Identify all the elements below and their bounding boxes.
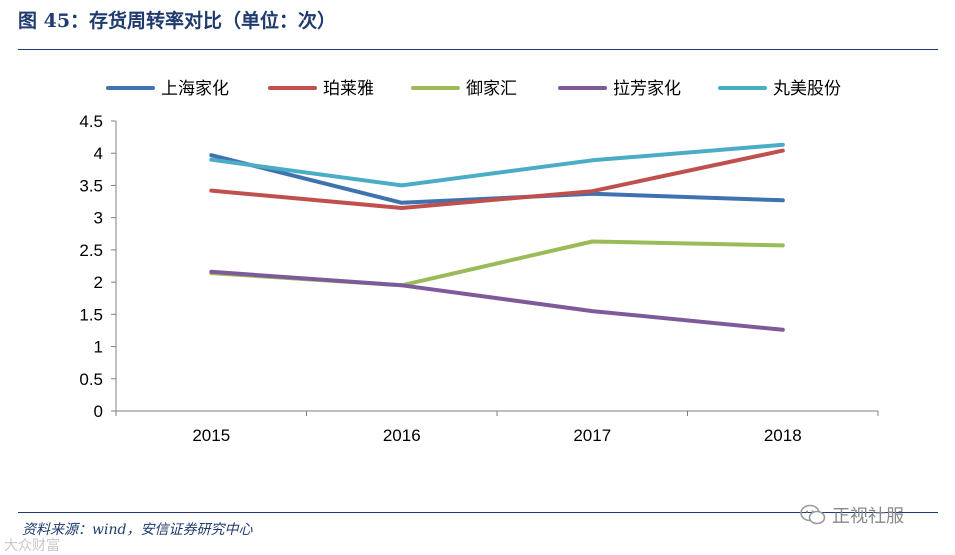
- source-note: 资料来源：wind，安信证券研究中心: [22, 522, 253, 538]
- series-line: [209, 142, 785, 188]
- chart-axes: 0 0.5 1 1.5 2 2.5 3 3.5 4 4.5 2015 2016 2017 2018: [79, 112, 879, 445]
- wechat-icon: [800, 504, 826, 525]
- y-tick-label: 2.5: [79, 241, 103, 260]
- y-tick-label: 4: [94, 144, 103, 163]
- corner-watermark: 大众财富: [4, 538, 60, 554]
- legend-label: 御家汇: [466, 79, 517, 99]
- legend-label: 上海家化: [161, 79, 229, 99]
- chart-legend: 上海家化 珀莱雅 御家汇 拉芳家化 丸美股份: [106, 79, 841, 99]
- y-tick-label: 1: [94, 338, 103, 357]
- figure-title: 图 45：存货周转率对比（单位：次）: [18, 10, 337, 32]
- y-tick-label: 3.5: [79, 176, 103, 195]
- watermark: 正视社服: [800, 502, 904, 528]
- x-tick-label: 2018: [764, 426, 802, 445]
- series-line: [209, 148, 785, 210]
- chart-series: [209, 142, 785, 332]
- legend-label: 拉芳家化: [613, 79, 681, 99]
- y-tick-label: 4.5: [79, 112, 103, 131]
- source-rule: [18, 512, 938, 513]
- x-tick-label: 2016: [383, 426, 421, 445]
- y-tick-label: 2: [94, 273, 103, 292]
- x-tick-label: 2015: [192, 426, 230, 445]
- y-tick-label: 3: [94, 209, 103, 228]
- x-tick-label: 2017: [573, 426, 611, 445]
- series-line: [209, 269, 785, 332]
- legend-label: 珀莱雅: [323, 79, 374, 99]
- legend-label: 丸美股份: [773, 79, 841, 99]
- y-tick-label: 0: [94, 402, 103, 421]
- y-tick-label: 0.5: [79, 370, 103, 389]
- watermark-text: 正视社服: [832, 506, 904, 527]
- series-line: [209, 153, 785, 205]
- title-rule: [18, 49, 938, 50]
- y-tick-label: 1.5: [79, 305, 103, 324]
